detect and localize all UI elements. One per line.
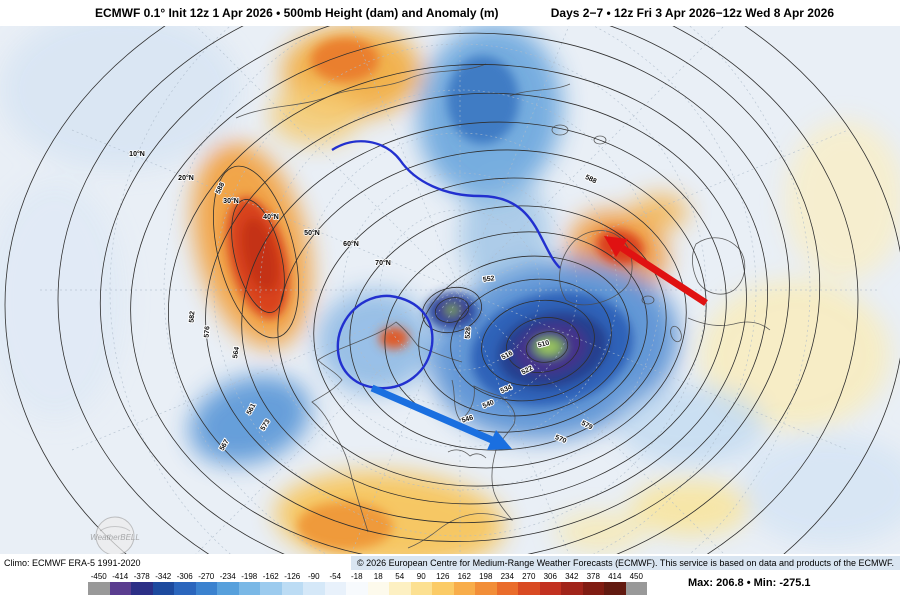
- maxmin-readout: Max: 206.8 • Min: -275.1: [688, 577, 811, 589]
- lat-label: 30°N: [223, 197, 239, 205]
- colorbar-cell: 414: [604, 572, 626, 595]
- contour-label: 552: [483, 275, 496, 284]
- max-label: Max:: [688, 577, 714, 589]
- colorbar-cell: 198: [475, 572, 497, 595]
- lat-label: 60°N: [343, 240, 359, 248]
- graticule: [40, 0, 880, 604]
- copyright-note: © 2026 European Centre for Medium-Range …: [350, 555, 900, 570]
- contour-label: 582: [189, 311, 197, 323]
- colorbar-cell: 234: [496, 572, 518, 595]
- colorbar-cell: -342: [152, 572, 174, 595]
- red-arrow: [604, 236, 708, 306]
- colorbar-cell: 378: [582, 572, 604, 595]
- colorbar-cell: -18: [346, 572, 368, 595]
- latitude-labels: 10°N 20°N 30°N 40°N 50°N 60°N 70°N: [128, 149, 391, 268]
- anomaly-shading: [0, 10, 900, 569]
- blue-arrow: [370, 384, 512, 450]
- contour-label: 576: [204, 326, 212, 338]
- colorbar-cell: 306: [539, 572, 561, 595]
- lat-label: 50°N: [304, 229, 320, 237]
- max-value: 206.8: [716, 577, 744, 589]
- contour-label: 528: [465, 327, 473, 339]
- colorbar-cell: 450: [625, 572, 647, 595]
- colorbar-cell: 342: [561, 572, 583, 595]
- watermark-text: WeatherBELL: [90, 533, 140, 542]
- colorbar-cell: -450: [88, 572, 110, 595]
- chart-header: ECMWF 0.1° Init 12z 1 Apr 2026 • 500mb H…: [0, 0, 900, 26]
- colorbar-cell: 18: [367, 572, 389, 595]
- colorbar-cell: 54: [389, 572, 411, 595]
- contour-label: 564: [232, 346, 241, 359]
- colorbar-cell: 270: [518, 572, 540, 595]
- climo-note: Climo: ECMWF ERA-5 1991-2020: [4, 557, 141, 568]
- model-name: ECMWF 0.1°: [95, 6, 166, 20]
- colorbar-cell: -54: [324, 572, 346, 595]
- lat-label: 40°N: [263, 213, 279, 221]
- colorbar-cell: -126: [281, 572, 303, 595]
- min-value: -275.1: [779, 577, 811, 589]
- colorbar: -450 -414 -378 -342 -306 -270 -234 -198 -162 -126…: [88, 572, 647, 595]
- colorbar-cell: -162: [260, 572, 282, 595]
- jet-annotation-top: [331, 140, 561, 269]
- colorbar-cell: -378: [131, 572, 153, 595]
- chart-title-right: Days 2−7 • 12z Fri 3 Apr 2026−12z Wed 8 …: [550, 6, 834, 20]
- colorbar-cell: -306: [174, 572, 196, 595]
- colorbar-cell: 90: [410, 572, 432, 595]
- lat-label: 70°N: [375, 259, 391, 267]
- colorbar-cell: 162: [453, 572, 475, 595]
- colorbar-cell: -198: [238, 572, 260, 595]
- min-label: Min:: [753, 577, 777, 589]
- init-and-field: Init 12z 1 Apr 2026 • 500mb Height (dam)…: [165, 6, 499, 20]
- lat-label: 20°N: [178, 174, 194, 182]
- colorbar-cell: -90: [303, 572, 325, 595]
- attribution-bar: Climo: ECMWF ERA-5 1991-2020 © 2026 Euro…: [0, 554, 900, 571]
- maxmin-separator: •: [746, 577, 751, 589]
- colorbar-cell: -234: [217, 572, 239, 595]
- lat-label: 10°N: [129, 150, 145, 158]
- colorbar-cell: -270: [195, 572, 217, 595]
- colorbar-cell: -414: [109, 572, 131, 595]
- colorbar-cell: 126: [432, 572, 454, 595]
- chart-title-left: ECMWF 0.1° Init 12z 1 Apr 2026 • 500mb H…: [95, 6, 499, 20]
- contour-label: 510: [537, 340, 550, 350]
